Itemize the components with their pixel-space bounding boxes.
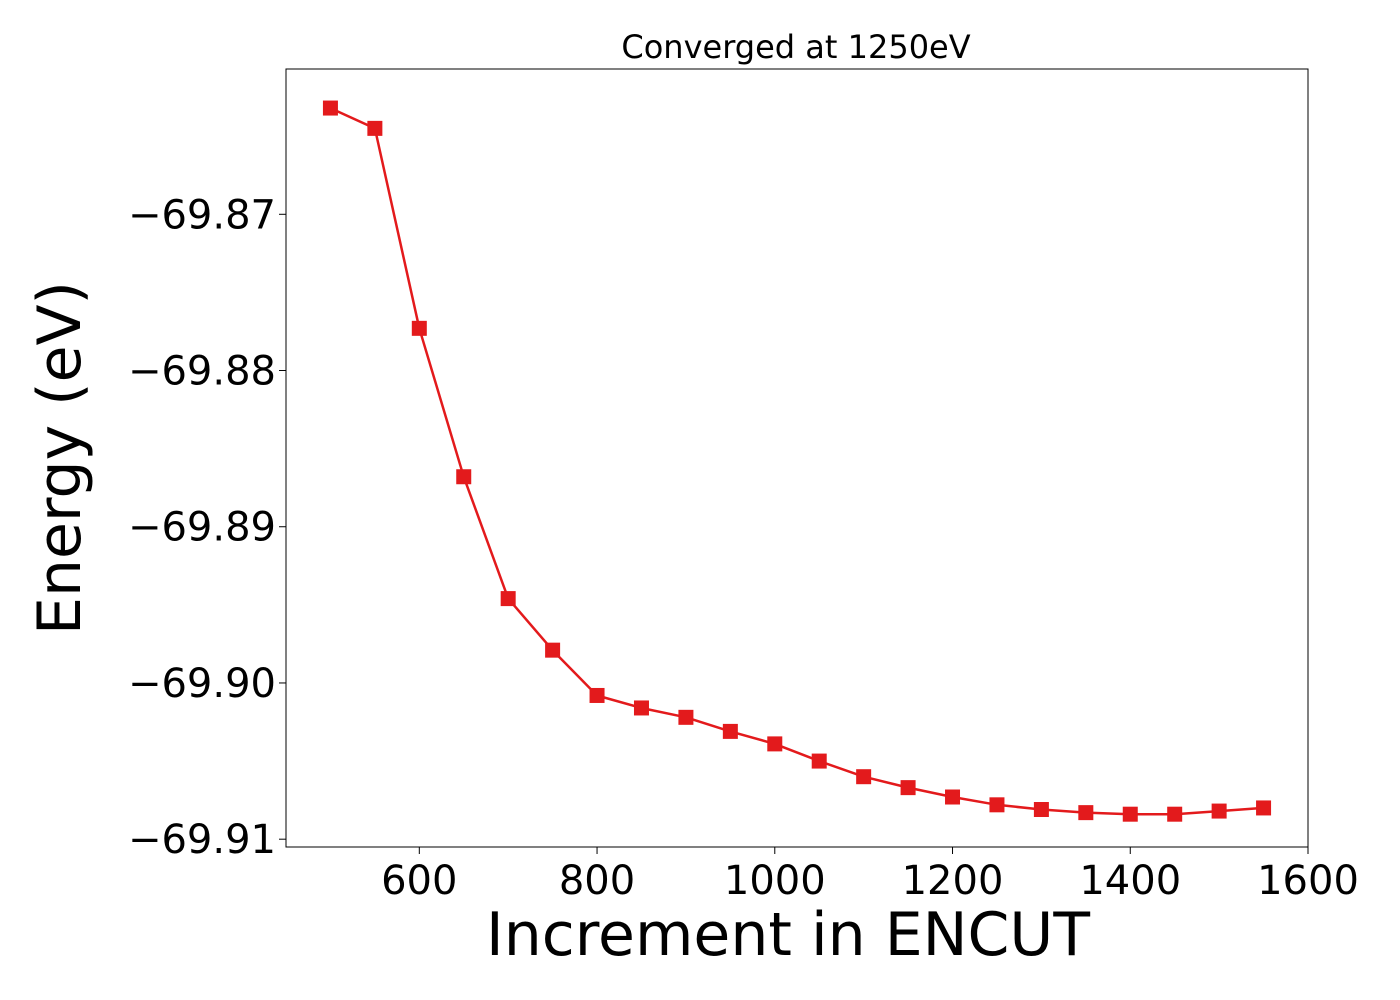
- data-point-marker: [900, 780, 916, 796]
- x-tick-label: 800: [559, 858, 635, 904]
- x-tick-label: 1000: [724, 858, 826, 904]
- data-point-marker: [1122, 806, 1138, 822]
- data-point-marker: [1033, 802, 1049, 818]
- x-axis-title: Increment in ENCUT: [486, 900, 1090, 970]
- data-point-marker: [767, 736, 783, 752]
- series-layer: [322, 100, 1272, 822]
- x-axis: 600 800 1000 1200 1400 1600: [381, 847, 1359, 904]
- data-point-marker: [1256, 800, 1272, 816]
- data-point-marker: [945, 789, 961, 805]
- data-point-marker: [722, 723, 738, 739]
- y-tick-label: −69.91: [128, 817, 276, 863]
- data-point-marker: [1078, 805, 1094, 821]
- x-tick-label: 1600: [1257, 858, 1359, 904]
- data-point-marker: [633, 700, 649, 716]
- y-axis: −69.87 −69.88 −69.89 −69.90 −69.91: [128, 192, 286, 863]
- data-point-marker: [500, 591, 516, 607]
- data-point-marker: [322, 100, 338, 116]
- data-point-marker: [456, 469, 472, 485]
- data-point-marker: [1211, 803, 1227, 819]
- data-point-marker: [589, 687, 605, 703]
- y-tick-label: −69.87: [128, 192, 276, 238]
- chart-title: Converged at 1250eV: [621, 28, 970, 66]
- y-tick-label: −69.88: [128, 349, 276, 395]
- data-point-marker: [1167, 806, 1183, 822]
- x-tick-label: 600: [381, 858, 457, 904]
- data-point-marker: [811, 753, 827, 769]
- data-point-marker: [545, 642, 561, 658]
- data-point-marker: [367, 120, 383, 136]
- x-tick-label: 1200: [902, 858, 1004, 904]
- plot-area-frame: [285, 68, 1309, 848]
- series-line: [329, 106, 1264, 816]
- y-tick-label: −69.90: [128, 661, 276, 707]
- data-point-marker: [411, 320, 427, 336]
- y-tick-label: −69.89: [128, 505, 276, 551]
- data-point-marker: [856, 769, 872, 785]
- data-point-marker: [989, 797, 1005, 813]
- y-axis-title: Energy (eV): [25, 281, 95, 635]
- data-point-marker: [678, 709, 694, 725]
- x-tick-label: 1400: [1079, 858, 1181, 904]
